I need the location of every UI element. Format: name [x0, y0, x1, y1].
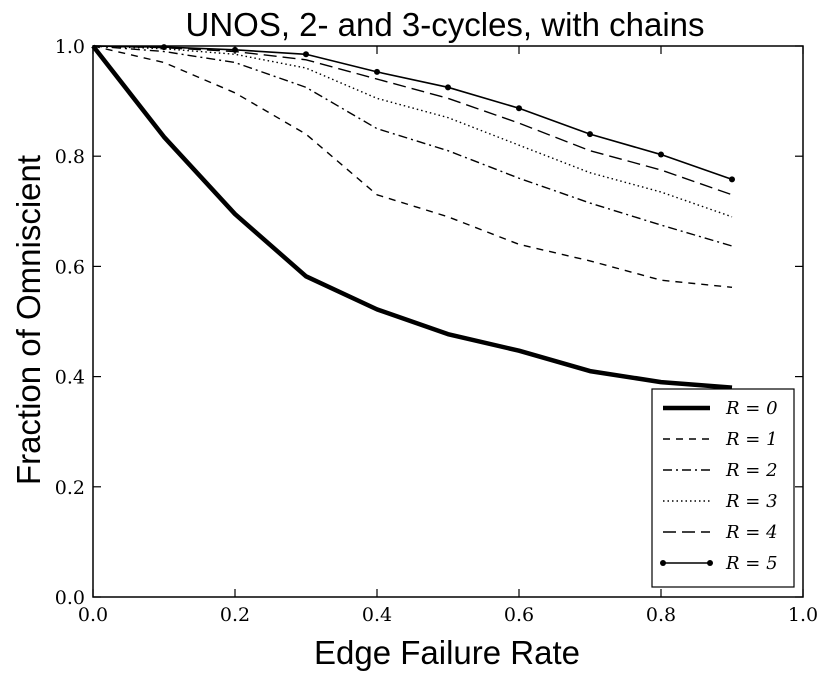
- data-point: [729, 176, 735, 183]
- legend-label: R = 3: [725, 491, 778, 512]
- legend-label: R = 2: [725, 460, 778, 481]
- y-tick-label: 0.6: [55, 256, 85, 278]
- legend: R = 0 R = 1 R = 2 R = 3 R = 4 R = 5: [651, 388, 795, 588]
- x-tick-label: 0.2: [220, 604, 250, 626]
- chart-title: UNOS, 2- and 3-cycles, with chains: [185, 6, 704, 43]
- x-tick-label: 1.0: [788, 604, 818, 626]
- series-line-r5: [92, 45, 733, 181]
- x-axis-label: Edge Failure Rate: [314, 634, 580, 671]
- data-point: [445, 84, 451, 91]
- y-tick-label: 0.4: [55, 367, 85, 389]
- y-tick-label: 0.8: [55, 146, 85, 168]
- legend-label: R = 4: [725, 522, 778, 543]
- plot-area: [91, 44, 735, 390]
- series-line-r0: [91, 44, 733, 390]
- legend-marker: [660, 560, 666, 566]
- legend-label: R = 0: [725, 398, 778, 419]
- y-tick-label: 0.0: [55, 587, 85, 609]
- x-tick-label: 0.0: [78, 604, 108, 626]
- series-line-r1: [92, 45, 733, 289]
- x-tick-label: 0.4: [362, 604, 392, 626]
- x-tick-label: 0.6: [504, 604, 534, 626]
- data-point: [516, 105, 522, 112]
- series-line-r3: [92, 45, 733, 218]
- x-tick-label: 0.8: [646, 604, 676, 626]
- series-line-r2: [92, 45, 733, 247]
- plot-frame: [92, 45, 804, 598]
- data-point: [161, 44, 167, 51]
- data-point: [587, 131, 593, 138]
- legend-box: [651, 388, 795, 588]
- y-tick-label: 1.0: [55, 36, 85, 58]
- data-point: [303, 51, 309, 58]
- legend-label: R = 5: [725, 553, 778, 574]
- legend-label: R = 1: [725, 429, 778, 450]
- data-point: [374, 68, 380, 75]
- data-point: [658, 151, 664, 158]
- legend-marker: [707, 560, 713, 566]
- y-axis-label: Fraction of Omniscient: [10, 155, 47, 485]
- y-tick-label: 0.2: [55, 477, 85, 499]
- series-line-r4: [92, 45, 733, 196]
- axis-ticks: 0.0 0.2 0.4 0.6 0.8 1.0 0.0 0.2 0.4 0.6 0.8 1.0: [55, 36, 818, 626]
